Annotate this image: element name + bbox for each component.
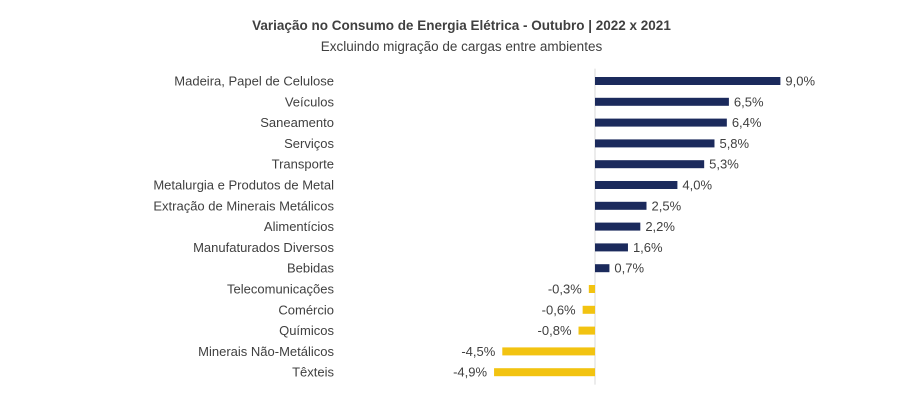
category-label: Extração de Minerais Metálicos bbox=[153, 198, 334, 213]
bar bbox=[595, 222, 641, 231]
value-label: -4,5% bbox=[461, 344, 495, 359]
bar bbox=[595, 243, 628, 252]
bar bbox=[595, 77, 781, 85]
chart-title: Variação no Consumo de Energia Elétrica … bbox=[252, 18, 671, 33]
bar bbox=[595, 264, 610, 273]
category-label: Minerais Não-Metálicos bbox=[198, 344, 334, 359]
value-label: 6,4% bbox=[732, 115, 762, 130]
category-label: Madeira, Papel de Celulose bbox=[174, 74, 334, 89]
chart-subtitle: Excluindo migração de cargas entre ambie… bbox=[320, 39, 603, 54]
category-label: Saneamento bbox=[260, 115, 334, 130]
category-label: Químicos bbox=[279, 323, 334, 338]
value-label: 5,8% bbox=[719, 136, 749, 151]
value-label: 2,5% bbox=[652, 198, 682, 213]
category-label: Comércio bbox=[278, 302, 334, 317]
bar bbox=[595, 160, 705, 169]
category-label: Bebidas bbox=[287, 261, 334, 276]
bar bbox=[494, 368, 595, 377]
value-label: 6,5% bbox=[734, 94, 764, 109]
category-label: Manufaturados Diversos bbox=[193, 240, 334, 255]
value-label: -4,9% bbox=[453, 365, 487, 380]
bar bbox=[502, 347, 595, 356]
category-label: Veículos bbox=[285, 94, 335, 109]
value-label: -0,3% bbox=[548, 282, 582, 297]
value-label: 0,7% bbox=[614, 261, 644, 276]
category-label: Alimentícios bbox=[264, 219, 335, 234]
bar bbox=[595, 97, 729, 106]
value-label: 4,0% bbox=[682, 178, 712, 193]
value-label: 2,2% bbox=[645, 219, 675, 234]
bar bbox=[578, 326, 595, 335]
category-label: Têxteis bbox=[292, 365, 334, 380]
category-label: Serviços bbox=[284, 136, 334, 151]
value-label: 1,6% bbox=[633, 240, 663, 255]
bar bbox=[595, 118, 727, 127]
bar bbox=[595, 139, 715, 148]
bar bbox=[595, 181, 678, 189]
bar bbox=[588, 285, 595, 293]
value-label: -0,6% bbox=[542, 302, 576, 317]
category-label: Transporte bbox=[272, 157, 334, 172]
value-label: 9,0% bbox=[785, 74, 815, 89]
category-label: Telecomunicações bbox=[227, 282, 334, 297]
category-label: Metalurgia e Produtos de Metal bbox=[153, 178, 334, 193]
value-label: -0,8% bbox=[538, 323, 572, 338]
bar bbox=[595, 201, 647, 210]
value-label: 5,3% bbox=[709, 157, 739, 172]
bar bbox=[582, 305, 595, 314]
